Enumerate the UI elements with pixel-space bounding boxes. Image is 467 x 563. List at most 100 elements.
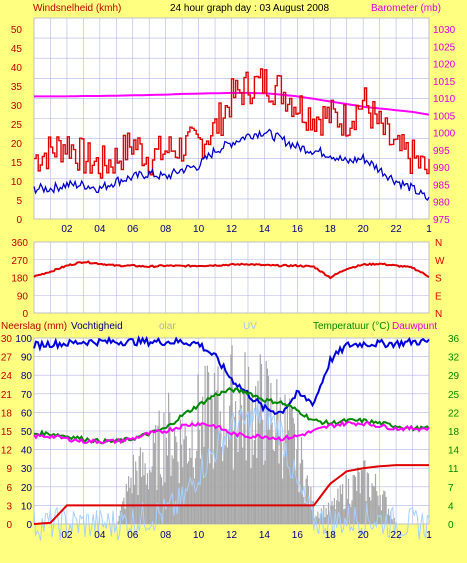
solar-bar xyxy=(225,428,227,524)
x-tick-label: 06 xyxy=(127,224,139,235)
wind-axis-title: Windsnelheid (kmh) xyxy=(33,3,121,14)
solar-bar xyxy=(178,483,180,524)
solar-bar xyxy=(237,452,239,524)
solar-bar xyxy=(287,430,290,524)
solar-bar xyxy=(283,454,285,524)
x-tick-label: 1 xyxy=(426,530,432,541)
solar-bar xyxy=(316,516,318,524)
solar-bar xyxy=(391,518,393,524)
solar-bar xyxy=(360,467,362,524)
y-tick-label: 1005 xyxy=(433,111,456,122)
solar-bar xyxy=(159,474,161,524)
x-tick-label: 06 xyxy=(127,530,139,541)
y-tick-label: 6 xyxy=(6,483,12,494)
solar-bar xyxy=(130,477,132,524)
solar-bar xyxy=(362,470,364,524)
solar-bar xyxy=(349,503,351,524)
solar-bar xyxy=(309,505,311,524)
y-tick-label: 0 xyxy=(448,520,454,531)
solar-bar xyxy=(135,461,137,524)
solar-bar xyxy=(175,436,177,524)
solar-bar xyxy=(276,379,278,524)
solar-bar xyxy=(332,506,334,524)
wind-series xyxy=(33,68,430,202)
y-tick-label: 0 xyxy=(16,215,22,226)
climate-x-axis: 02 04 06 08 10 12 14 16 18 20 22 1 xyxy=(61,530,432,541)
solar-bar xyxy=(364,460,366,524)
solar-bar xyxy=(173,428,176,524)
solar-bar xyxy=(212,469,214,524)
solar-bar xyxy=(155,425,157,524)
y-tick-label: 1020 xyxy=(433,60,456,71)
y-tick-label: 20 xyxy=(11,139,23,150)
solar-bar xyxy=(303,497,305,524)
direction-y-axis: 360 270 180 90 0 xyxy=(11,238,28,320)
solar-bar xyxy=(171,455,173,524)
solar-bar xyxy=(369,497,371,524)
barometer-y-axis: 1030 1025 1020 1015 1010 1005 1000 995 990 985 980… xyxy=(433,25,456,226)
solar-bar xyxy=(383,490,385,524)
y-tick-label: 90 xyxy=(21,353,33,364)
y-tick-label: 100 xyxy=(15,334,32,345)
solar-bar xyxy=(250,468,252,524)
direction-line xyxy=(33,260,430,280)
y-tick-label: 14 xyxy=(448,446,460,457)
y-tick-label: 1015 xyxy=(433,77,456,88)
solar-bar xyxy=(172,458,174,524)
solar-bar xyxy=(222,461,224,524)
solar-bar xyxy=(289,398,291,524)
solar-bar xyxy=(304,502,306,524)
solar-bar xyxy=(192,467,194,524)
solar-bar xyxy=(148,489,150,524)
temperature-y-axis: 36 32 29 25 22 18 14 11 7 4 0 xyxy=(448,334,460,531)
rain-axis-title: Neerslag (mm) xyxy=(1,321,67,332)
solar-bar xyxy=(325,507,327,524)
solar-bar xyxy=(298,492,300,524)
y-tick-label: 3 xyxy=(6,501,12,512)
y-tick-label: 0 xyxy=(22,309,28,320)
barometer-axis-title: Barometer (mb) xyxy=(371,3,441,14)
solar-bar xyxy=(352,475,354,524)
solar-bar xyxy=(163,412,165,524)
solar-bar xyxy=(146,473,149,524)
chart-title: 24 hour graph day : 03 August 2008 xyxy=(170,3,329,14)
solar-bar xyxy=(279,397,281,524)
solar-bar xyxy=(373,486,375,524)
solar-bar xyxy=(324,517,326,524)
y-tick-label: 25 xyxy=(448,390,460,401)
y-tick-label: 1000 xyxy=(433,129,456,140)
solar-bar xyxy=(248,366,250,524)
solar-bar xyxy=(275,429,277,524)
solar-bar xyxy=(385,496,387,524)
solar-bar xyxy=(206,365,208,524)
solar-bar xyxy=(359,493,361,524)
solar-bar xyxy=(122,501,124,524)
solar-bar xyxy=(136,470,138,524)
solar-bar xyxy=(242,447,244,524)
solar-bar xyxy=(284,394,286,524)
solar-bar xyxy=(137,495,139,524)
solar-bar xyxy=(236,438,238,524)
solar-bar xyxy=(169,412,171,524)
solar-bar xyxy=(393,517,395,524)
solar-bar xyxy=(204,365,206,524)
solar-bar xyxy=(142,452,144,524)
solar-bar xyxy=(149,469,151,524)
solar-bar xyxy=(273,451,275,524)
y-tick-label: 980 xyxy=(433,198,450,209)
solar-bar xyxy=(343,509,345,524)
direction-grid xyxy=(34,242,429,313)
y-tick-label: 29 xyxy=(448,371,460,382)
solar-bar xyxy=(150,472,152,524)
y-tick-label: 10 xyxy=(11,177,23,188)
solar-bar xyxy=(367,473,370,524)
solar-bar xyxy=(209,463,211,524)
y-tick-label: 40 xyxy=(21,446,33,457)
solar-bar xyxy=(337,488,339,524)
solar-bar xyxy=(238,410,240,524)
solar-bar xyxy=(271,422,273,524)
solar-bar xyxy=(320,508,322,524)
solar-bar xyxy=(203,446,205,524)
